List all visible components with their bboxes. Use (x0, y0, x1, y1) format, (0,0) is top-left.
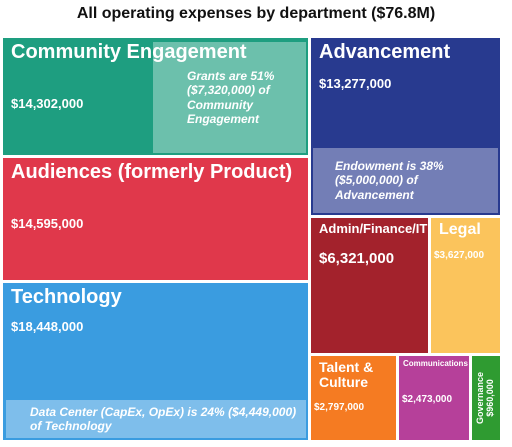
value-label: $14,595,000 (11, 216, 84, 231)
treemap-cell: Data Center (CapEx, OpEx) is 24% ($4,449… (1, 281, 310, 442)
value-label: $3,627,000 (434, 250, 485, 261)
category-label: Advancement (319, 41, 451, 63)
value-label: $960,000 (485, 379, 495, 417)
category-label: Communications (403, 359, 468, 368)
treemap-cell: Legal $3,627,000 (429, 216, 502, 355)
value-label: $13,277,000 (319, 76, 392, 91)
category-label: Talent & Culture (319, 359, 374, 390)
value-label: $2,473,000 (402, 394, 453, 405)
annotation: Endowment is 38% ($5,000,000) of Advance… (313, 148, 498, 213)
treemap-cell: Communications $2,473,000 (397, 354, 471, 442)
rotated-label: Governance $960,000 (475, 372, 496, 424)
treemap-cell: Grants are 51% ($7,320,000) of Community… (1, 36, 310, 157)
treemap-cell: Audiences (formerly Product) $14,595,000 (1, 156, 310, 282)
annotation: Data Center (CapEx, OpEx) is 24% ($4,449… (6, 400, 306, 438)
treemap-cell: Endowment is 38% ($5,000,000) of Advance… (309, 36, 502, 217)
chart-title: All operating expenses by department ($7… (76, 5, 436, 22)
category-label: Legal (439, 221, 481, 238)
treemap-cell: Talent & Culture $2,797,000 (309, 354, 398, 442)
annotation: Grants are 51% ($7,320,000) of Community… (153, 42, 306, 153)
value-label: $2,797,000 (314, 402, 365, 413)
treemap-cell: Admin/Finance/IT $6,321,000 (309, 216, 430, 355)
category-label: Admin/Finance/IT (319, 221, 428, 236)
category-label: Technology (11, 286, 122, 308)
value-label: $6,321,000 (319, 250, 395, 267)
category-label: Audiences (formerly Product) (11, 161, 293, 183)
value-label: $18,448,000 (11, 319, 84, 334)
value-label: $14,302,000 (11, 96, 84, 111)
treemap-cell: Governance $960,000 (470, 354, 502, 442)
category-label: Community Engagement (11, 41, 247, 63)
